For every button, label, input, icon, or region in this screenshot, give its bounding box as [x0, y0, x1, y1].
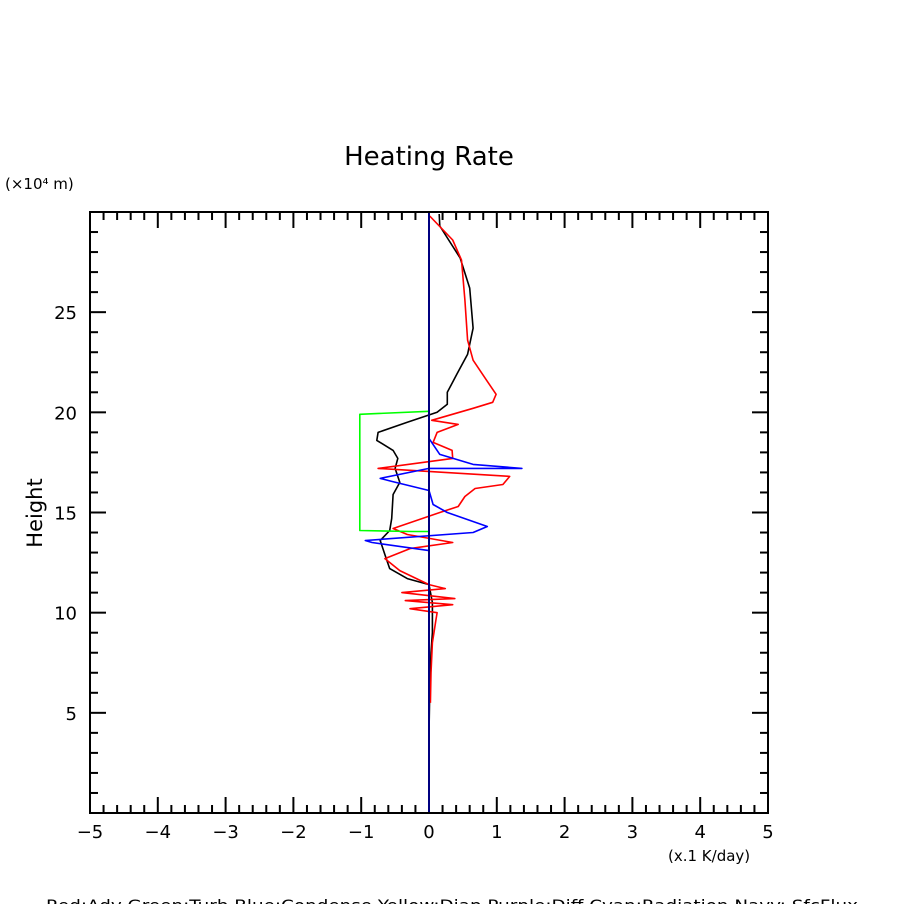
y-tick-label: 10 — [54, 604, 77, 625]
y-axis-label: Height — [23, 478, 47, 547]
chart-title: Heating Rate — [344, 142, 514, 172]
x-tick-label: −2 — [280, 822, 307, 843]
y-tick-label: 25 — [54, 303, 77, 324]
legend-text: Red:Adv Green:Turb Blue:Condense Yellow:… — [46, 896, 858, 904]
x-tick-label: 0 — [423, 822, 434, 843]
series-line-turb — [358, 410, 430, 533]
x-axis-label: (x.1 K/day) — [668, 847, 750, 865]
x-tick-label: −5 — [77, 822, 104, 843]
series-line-condense — [364, 437, 523, 557]
y-tick-label: 15 — [54, 504, 77, 525]
x-tick-label: 5 — [762, 822, 773, 843]
x-tick-label: −1 — [348, 822, 375, 843]
x-tick-label: 3 — [627, 822, 638, 843]
x-tick-label: −4 — [145, 822, 172, 843]
x-tick-label: −3 — [212, 822, 239, 843]
y-tick-label: 5 — [66, 704, 77, 725]
plot-frame — [89, 211, 769, 814]
x-tick-label: 4 — [694, 822, 705, 843]
x-tick-label: 2 — [559, 822, 570, 843]
series-line-adv — [377, 215, 511, 703]
y-unit-label: (×10⁴ m) — [5, 175, 74, 193]
x-tick-label: 1 — [491, 822, 502, 843]
y-tick-label: 20 — [54, 403, 77, 424]
